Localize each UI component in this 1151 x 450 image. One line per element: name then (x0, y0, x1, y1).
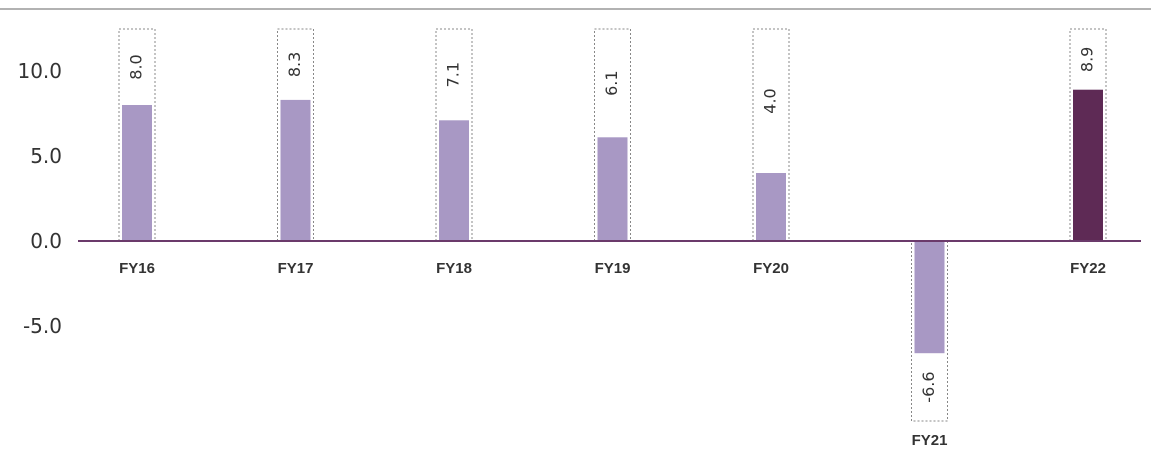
y-tick-label: 10.0 (17, 59, 62, 83)
bar-fy21 (914, 241, 945, 354)
x-tick-label: FY16 (119, 260, 155, 277)
data-label: -6.6 (919, 371, 938, 402)
data-labels: 8.0 8.3 7.1 6.1 4.0 -6.6 8.9 (127, 47, 1097, 403)
data-label: 4.0 (761, 88, 780, 113)
x-tick-label: FY18 (436, 260, 472, 277)
bar-fy18 (439, 120, 469, 241)
x-tick-label: FY20 (753, 260, 789, 277)
y-tick-label: -5.0 (23, 314, 62, 338)
x-axis: FY16 FY17 FY18 FY19 FY20 FY21 FY22 (119, 260, 1106, 449)
data-label: 6.1 (602, 70, 621, 95)
x-tick-label: FY21 (912, 432, 948, 449)
bars (122, 89, 1103, 354)
bar-fy20 (756, 173, 786, 241)
data-label: 7.1 (444, 62, 463, 87)
x-tick-label: FY17 (278, 260, 314, 277)
bar-fy17 (280, 99, 311, 242)
x-tick-label: FY19 (595, 260, 631, 277)
bar-fy19 (597, 137, 628, 241)
data-label: 8.0 (127, 54, 146, 79)
y-tick-label: 5.0 (30, 144, 62, 168)
data-label: 8.9 (1078, 47, 1097, 72)
bar-fy22 (1073, 89, 1103, 241)
data-label: 8.3 (285, 52, 304, 77)
bar-fy16 (122, 105, 152, 241)
y-axis: 10.0 5.0 0.0 -5.0 (17, 59, 62, 338)
y-tick-label: 0.0 (30, 229, 62, 253)
x-tick-label: FY22 (1070, 260, 1106, 277)
